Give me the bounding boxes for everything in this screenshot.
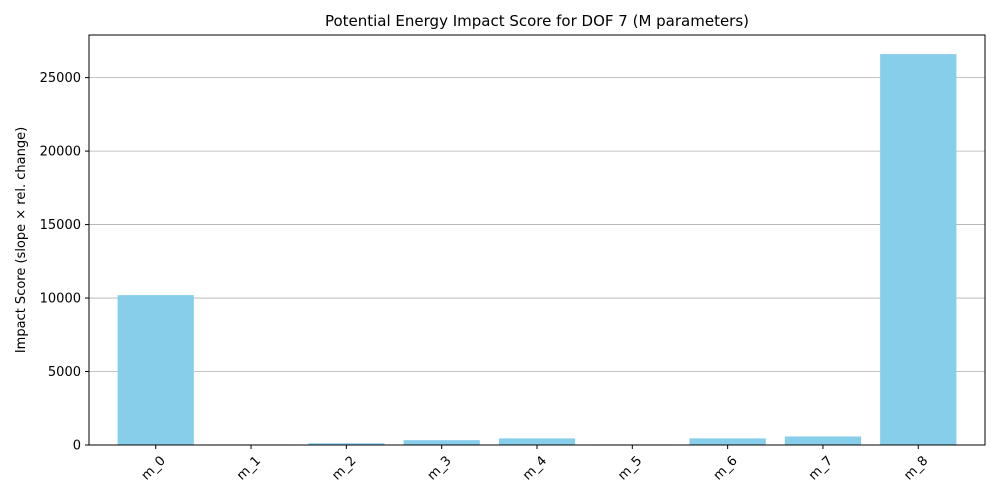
y-axis-label: Impact Score (slope × rel. change) [14,127,29,353]
y-tick-label: 15000 [40,218,81,233]
y-tick-label: 20000 [40,145,81,160]
x-tick-label: m_6 [711,453,741,483]
x-tick-label: m_3 [425,453,455,483]
y-tick-label: 0 [73,439,81,454]
y-tick-label: 10000 [40,292,81,307]
bars [117,54,957,446]
y-tick-label: 25000 [40,71,81,86]
x-tick-label: m_5 [615,453,645,483]
x-tick-label: m_1 [234,453,264,483]
x-tick-label: m_0 [139,453,169,483]
bar-m-0 [117,295,194,445]
plot-frame [88,34,986,446]
y-axis-ticks: 0 5000 10000 15000 20000 25000 [40,71,89,454]
bar-m-6 [689,438,766,445]
x-axis-ticks: m_0 m_1 m_2 m_3 m_4 m_5 m_6 m_7 m_8 [139,445,931,483]
x-tick-label: m_7 [806,453,836,483]
x-tick-label: m_2 [329,453,359,483]
x-tick-label: m_8 [901,453,931,483]
y-tick-label: 5000 [48,365,81,380]
x-tick-label: m_4 [520,453,550,483]
bar-m-4 [498,438,576,445]
bar-m-8 [880,54,957,445]
chart-title: Potential Energy Impact Score for DOF 7 … [325,12,749,30]
y-gridlines [89,77,985,446]
bar-m-7 [784,436,862,445]
bar-m-2 [308,443,385,445]
bar-m-3 [403,440,480,445]
